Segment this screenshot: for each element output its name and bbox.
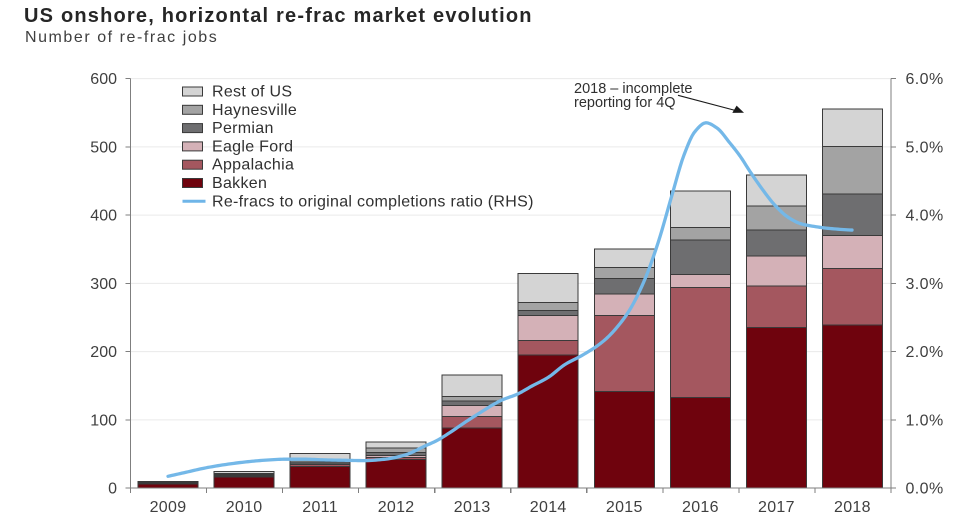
svg-text:3.0%: 3.0%	[906, 276, 944, 293]
svg-text:Rest of US: Rest of US	[212, 84, 292, 101]
svg-text:1.0%: 1.0%	[906, 412, 944, 429]
svg-text:2016: 2016	[682, 499, 719, 516]
svg-text:500: 500	[90, 139, 117, 156]
svg-text:2018: 2018	[834, 499, 871, 516]
svg-text:0.0%: 0.0%	[906, 481, 944, 498]
svg-text:2012: 2012	[378, 499, 415, 516]
svg-text:5.0%: 5.0%	[906, 139, 944, 156]
svg-text:300: 300	[90, 276, 117, 293]
svg-text:Eagle Ford: Eagle Ford	[212, 138, 293, 155]
svg-text:2013: 2013	[454, 499, 491, 516]
svg-text:100: 100	[90, 412, 117, 429]
svg-text:2011: 2011	[302, 499, 338, 516]
svg-text:200: 200	[90, 344, 117, 361]
svg-text:0: 0	[108, 481, 117, 498]
svg-text:Bakken: Bakken	[212, 175, 267, 192]
svg-text:6.0%: 6.0%	[906, 71, 944, 88]
svg-text:2.0%: 2.0%	[906, 344, 944, 361]
svg-text:2010: 2010	[226, 499, 263, 516]
svg-text:600: 600	[90, 71, 117, 88]
svg-text:2017: 2017	[758, 499, 795, 516]
svg-text:4.0%: 4.0%	[906, 208, 944, 225]
svg-text:Permian: Permian	[212, 120, 274, 137]
svg-text:Re-fracs to original completio: Re-fracs to original completions ratio (…	[212, 193, 534, 210]
svg-text:400: 400	[90, 208, 117, 225]
svg-text:Appalachia: Appalachia	[212, 157, 294, 174]
svg-text:2015: 2015	[606, 499, 643, 516]
svg-text:Haynesville: Haynesville	[212, 102, 297, 119]
svg-text:2009: 2009	[150, 499, 187, 516]
svg-text:2014: 2014	[530, 499, 567, 516]
